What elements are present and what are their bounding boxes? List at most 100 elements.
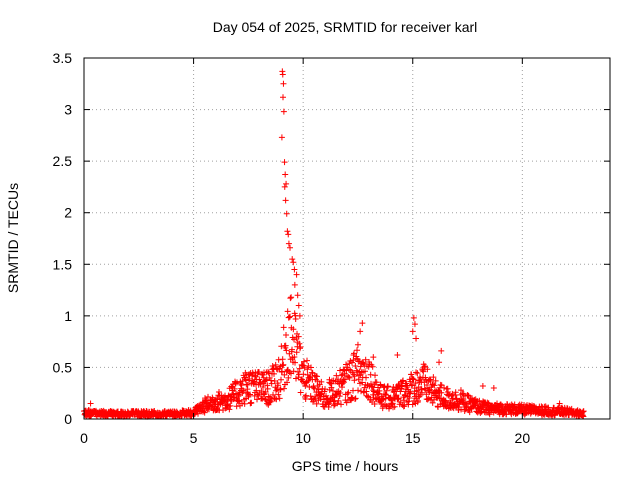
data-point — [291, 353, 298, 360]
data-point — [265, 368, 272, 375]
data-point — [359, 320, 366, 327]
data-point — [290, 326, 297, 333]
data-point — [357, 363, 364, 370]
data-point — [414, 370, 421, 377]
data-point — [339, 384, 346, 391]
data-point — [245, 392, 252, 399]
data-point — [397, 388, 404, 395]
data-point — [270, 365, 277, 372]
x-tick-label: 0 — [80, 430, 88, 446]
data-point — [395, 395, 402, 402]
data-point — [355, 387, 362, 394]
axis-ticks — [83, 57, 610, 420]
data-point — [438, 389, 445, 396]
data-point — [412, 380, 419, 387]
data-point — [260, 374, 267, 381]
data-point — [372, 372, 379, 379]
data-point — [283, 210, 290, 217]
data-point — [352, 363, 359, 370]
data-point — [232, 380, 239, 387]
data-point — [282, 171, 289, 178]
data-point — [422, 374, 429, 381]
data-point — [330, 387, 337, 394]
data-point — [262, 396, 269, 403]
data-point — [424, 366, 431, 373]
y-tick-label: 1 — [64, 308, 72, 324]
data-point — [313, 400, 320, 407]
data-point — [87, 400, 94, 407]
data-point — [414, 387, 421, 394]
data-point — [285, 240, 292, 247]
data-point — [393, 392, 400, 399]
data-point — [344, 390, 351, 397]
data-point — [409, 381, 416, 388]
data-point — [297, 389, 304, 396]
data-point — [297, 343, 304, 350]
data-point — [472, 401, 479, 408]
data-point — [322, 386, 329, 393]
data-point — [350, 387, 357, 394]
data-point — [281, 385, 288, 392]
data-point — [290, 368, 297, 375]
y-tick-label: 0.5 — [53, 359, 73, 375]
data-point — [284, 228, 291, 235]
data-point — [430, 374, 437, 381]
data-point — [354, 341, 361, 348]
data-point — [296, 312, 303, 319]
data-point — [236, 391, 243, 398]
data-point — [263, 396, 270, 403]
data-point — [247, 391, 254, 398]
data-point — [419, 367, 426, 374]
data-point — [424, 396, 431, 403]
data-point — [280, 80, 287, 87]
x-tick-label: 5 — [190, 430, 198, 446]
data-point — [357, 328, 364, 335]
data-point — [362, 356, 369, 363]
data-point — [331, 402, 338, 409]
data-point — [352, 395, 359, 402]
data-point — [244, 381, 251, 388]
data-point — [326, 376, 333, 383]
data-point — [311, 385, 318, 392]
data-point — [270, 391, 277, 398]
data-point — [279, 71, 286, 78]
data-point — [359, 379, 366, 386]
data-point — [383, 387, 390, 394]
y-axis-label: SRMTID / TECUs — [5, 183, 21, 293]
data-point — [426, 387, 433, 394]
data-point — [413, 335, 420, 342]
data-point — [411, 321, 418, 328]
data-point — [460, 396, 467, 403]
data-point — [275, 382, 282, 389]
x-tick-label: 20 — [515, 430, 531, 446]
data-point — [258, 387, 265, 394]
data-series-srmtid — [81, 68, 587, 420]
data-point — [286, 369, 293, 376]
data-point — [424, 382, 431, 389]
data-point — [266, 374, 273, 381]
data-point — [404, 384, 411, 391]
data-point — [466, 409, 473, 416]
chart-title: Day 054 of 2025, SRMTID for receiver kar… — [213, 19, 478, 35]
data-point — [283, 331, 290, 338]
data-point — [215, 392, 222, 399]
y-tick-label: 3 — [64, 102, 72, 118]
data-point — [354, 347, 361, 354]
data-point — [275, 356, 282, 363]
data-point — [346, 374, 353, 381]
data-point — [421, 385, 428, 392]
data-point — [377, 382, 384, 389]
data-point — [300, 371, 307, 378]
data-point — [216, 389, 223, 396]
data-point — [303, 392, 310, 399]
data-point — [402, 392, 409, 399]
data-point — [363, 374, 370, 381]
data-point — [353, 353, 360, 360]
data-point — [453, 395, 460, 402]
data-point — [287, 244, 294, 251]
data-point — [409, 401, 416, 408]
data-point — [251, 372, 258, 379]
data-point — [284, 308, 291, 315]
data-point — [410, 314, 417, 321]
data-point — [293, 271, 300, 278]
